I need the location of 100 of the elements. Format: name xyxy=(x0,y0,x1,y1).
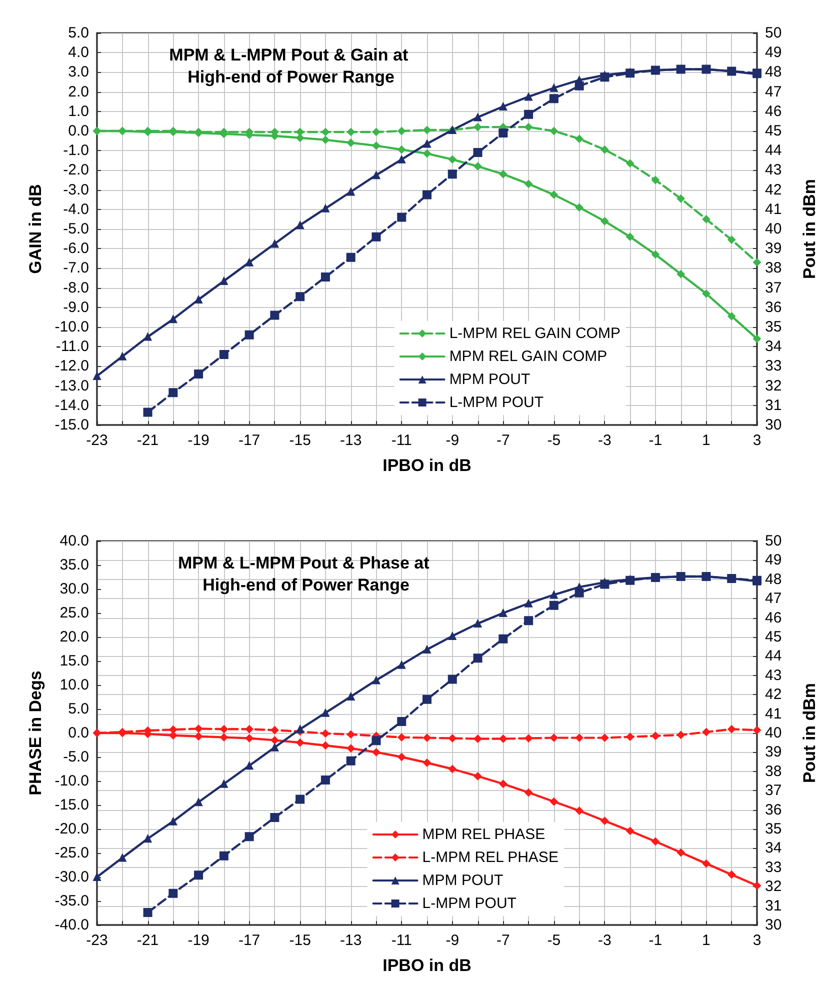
y2-tick-label: 49 xyxy=(765,552,782,569)
y2-tick-label: 45 xyxy=(765,628,782,646)
legend-label: MPM REL PHASE xyxy=(422,826,546,843)
x-tick-label: 3 xyxy=(752,932,762,949)
x-tick-label: 1 xyxy=(702,432,710,449)
x-tick-label: -1 xyxy=(648,432,662,449)
y-tick-label: -25.0 xyxy=(54,844,89,862)
y2-tick-label: 43 xyxy=(765,666,782,684)
y-tick-label: -3.0 xyxy=(63,181,89,198)
y-tick-label: -4.0 xyxy=(63,200,89,218)
y2-tick-label: 40 xyxy=(765,724,782,742)
y-tick-label: -35.0 xyxy=(54,892,89,910)
y2-tick-label: 42 xyxy=(765,686,782,704)
legend-label: MPM REL GAIN COMP xyxy=(449,348,608,365)
y2-tick-label: 31 xyxy=(765,897,782,914)
y2-tick-label: 46 xyxy=(765,102,782,120)
y-tick-label: -11.0 xyxy=(56,338,89,356)
y2-tick-label: 47 xyxy=(765,83,782,100)
y-tick-label: 5.0 xyxy=(68,700,89,718)
y2-tick-label: 44 xyxy=(765,648,782,665)
y2-axis-title: Pout in dBm xyxy=(800,178,819,280)
y-tick-label: -2.0 xyxy=(63,162,89,179)
y2-tick-label: 50 xyxy=(765,532,782,550)
y2-tick-label: 39 xyxy=(765,744,782,761)
y2-axis-title: Pout in dBm xyxy=(800,682,819,784)
x-tick-label: -7 xyxy=(496,432,510,449)
y2-tick-label: 48 xyxy=(765,64,782,81)
y-tick-label: 25.0 xyxy=(60,604,89,622)
y-tick-label: 0.0 xyxy=(68,724,89,742)
y-tick-label: 4.0 xyxy=(68,44,89,62)
y2-tick-label: 33 xyxy=(765,358,782,375)
y2-tick-label: 39 xyxy=(765,240,782,258)
y-tick-label: -15.0 xyxy=(54,416,89,434)
y-tick-label: 15.0 xyxy=(60,652,89,670)
x-tick-label: -5 xyxy=(547,432,561,449)
y-axis-title: PHASE in Degs xyxy=(26,670,45,796)
y2-tick-label: 45 xyxy=(765,122,782,140)
y-tick-label: -15.0 xyxy=(54,796,89,814)
y-tick-label: -9.0 xyxy=(63,298,89,316)
y-tick-label: -7.0 xyxy=(63,260,89,277)
y-tick-label: -40.0 xyxy=(54,916,89,934)
legend-label: MPM POUT xyxy=(449,371,530,388)
x-tick-label: -19 xyxy=(188,932,210,949)
x-tick-label: -5 xyxy=(547,932,561,949)
legend-label: L-MPM POUT xyxy=(422,895,516,912)
y2-tick-label: 37 xyxy=(765,782,782,800)
y2-tick-label: 50 xyxy=(765,24,782,42)
x-tick-label: -15 xyxy=(289,432,311,449)
y-tick-label: 20.0 xyxy=(60,628,89,646)
y-tick-label: -1.0 xyxy=(63,142,89,160)
x-tick-label: -23 xyxy=(86,432,108,449)
y2-tick-label: 41 xyxy=(765,705,782,722)
y2-tick-label: 37 xyxy=(765,279,782,296)
y2-tick-label: 43 xyxy=(765,162,782,179)
y2-tick-label: 35 xyxy=(765,820,782,838)
text: MPM & L-MPM Pout & Gain at High-end of Power Range xyxy=(169,46,413,86)
x-tick-label: 3 xyxy=(752,432,762,449)
y2-tick-label: 32 xyxy=(765,878,782,896)
y2-tick-label: 38 xyxy=(765,260,782,277)
y2-tick-label: 40 xyxy=(765,220,782,238)
legend-label: MPM POUT xyxy=(422,872,504,889)
y-tick-label: -5.0 xyxy=(63,220,89,238)
x-tick-label: -9 xyxy=(446,432,460,449)
y-tick-label: 5.0 xyxy=(68,24,89,42)
x-tick-label: -19 xyxy=(188,432,210,449)
y2-tick-label: 42 xyxy=(765,181,782,198)
y-tick-label: 35.0 xyxy=(60,556,89,574)
y-tick-label: -14.0 xyxy=(54,396,89,414)
y-axis-title: GAIN in dB xyxy=(26,184,45,274)
legend-label: L-MPM REL PHASE xyxy=(422,849,558,866)
x-tick-label: -11 xyxy=(391,932,412,949)
y-tick-label: 1.0 xyxy=(68,102,89,120)
y2-tick-label: 36 xyxy=(765,298,782,316)
y-tick-label: -20.0 xyxy=(54,820,89,838)
x-tick-label: -15 xyxy=(289,932,311,949)
x-tick-label: -13 xyxy=(340,932,362,949)
x-tick-label: -9 xyxy=(446,932,460,949)
text: MPM & L-MPM Pout & Phase at High-end of Power Range xyxy=(178,554,434,594)
x-tick-label: -11 xyxy=(391,432,412,449)
y2-tick-label: 30 xyxy=(765,416,782,434)
y2-tick-label: 34 xyxy=(765,338,782,356)
y2-tick-label: 35 xyxy=(765,318,782,336)
x-tick-label: -13 xyxy=(340,432,362,449)
y2-tick-label: 41 xyxy=(765,200,782,218)
y2-tick-label: 32 xyxy=(765,377,782,394)
x-tick-label: -3 xyxy=(598,432,612,449)
legend-label: L-MPM REL GAIN COMP xyxy=(449,325,620,342)
x-tick-label: 1 xyxy=(702,932,710,949)
y2-tick-label: 46 xyxy=(765,609,782,626)
y-tick-label: 0.0 xyxy=(68,122,89,140)
y2-tick-label: 48 xyxy=(765,570,782,588)
y-tick-label: -12.0 xyxy=(54,358,89,375)
x-tick-label: -21 xyxy=(136,432,159,449)
x-tick-label: -1 xyxy=(648,932,662,949)
y2-tick-label: 30 xyxy=(765,916,782,934)
y-tick-label: -6.0 xyxy=(63,240,89,258)
y2-tick-label: 38 xyxy=(765,762,782,780)
y2-tick-label: 33 xyxy=(765,858,782,876)
x-tick-label: -3 xyxy=(598,932,612,949)
legend-label: L-MPM POUT xyxy=(449,394,544,411)
